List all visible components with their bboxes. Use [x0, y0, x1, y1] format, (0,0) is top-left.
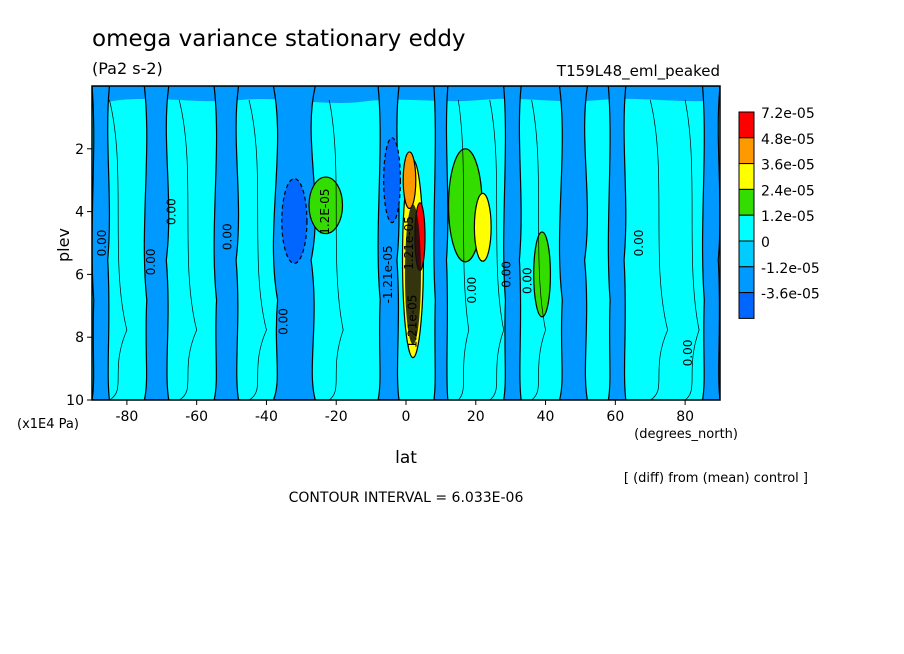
contour-line: [178, 99, 198, 400]
negative-band: [558, 86, 589, 400]
x-tick-label: -20: [325, 409, 348, 425]
x-tick-label: -60: [185, 409, 208, 425]
contour-label: 0.00: [221, 223, 235, 250]
positive-cell: [402, 151, 417, 210]
positive-cell: [533, 231, 552, 318]
x-axis-units: (degrees_north): [634, 427, 738, 442]
x-tick-label: 20: [467, 409, 485, 425]
color-legend: 7.2e-05 4.8e-05 3.6e-05 2.4e-05 1.2e-05 0 -1.2…: [738, 106, 820, 319]
x-tick-label: 40: [537, 409, 555, 425]
contour-label: 0.00: [276, 308, 290, 335]
contour-label: -1.21e-05: [381, 245, 395, 303]
contour-label: 0.00: [95, 230, 109, 257]
contour-interval: CONTOUR INTERVAL = 6.033E-06: [289, 490, 524, 506]
y-tick-label: 2: [75, 142, 84, 158]
legend-label: -1.2e-05: [761, 261, 820, 277]
negative-band: [143, 86, 170, 400]
equatorial-core: [404, 204, 421, 345]
legend-swatch: [738, 163, 755, 190]
legend-label: 0: [761, 235, 770, 251]
negative-band: [607, 86, 627, 400]
contour-line: [649, 99, 669, 400]
y-tick-label: 6: [75, 267, 84, 283]
negative-band: [433, 86, 449, 400]
contour-line: [457, 99, 470, 400]
contour-label: 1.2E-05: [318, 188, 332, 234]
contour-label: 0.00: [632, 230, 646, 257]
contour-line: [328, 99, 344, 400]
legend-label: 4.8e-05: [761, 132, 815, 148]
legend-label: 7.2e-05: [761, 106, 815, 122]
x-tick-label: 80: [676, 409, 694, 425]
contour-label: 1.21e-05: [405, 295, 419, 349]
negative-cell: [281, 178, 308, 265]
x-tick-label: 60: [606, 409, 624, 425]
plot-area: 0.00 0.00 0.00 0.00 0.00 1.2E-05 -1.21e-05 1.21…: [91, 85, 721, 401]
legend-swatch: [738, 292, 755, 319]
contour-line: [489, 99, 505, 400]
x-tick-label: -40: [255, 409, 278, 425]
y-axis: 2 4 6 8 10: [66, 142, 92, 409]
negative-cell: [383, 137, 402, 224]
negative-band: [377, 86, 400, 400]
contour-label: 0.00: [165, 198, 179, 225]
contour-line: [531, 99, 546, 400]
run-label: T159L48_eml_peaked: [556, 62, 720, 81]
legend-swatch: [738, 137, 755, 165]
negative-band: [701, 86, 720, 400]
y-tick-label: 10: [66, 393, 84, 409]
legend-swatch: [738, 111, 755, 139]
y-tick-label: 4: [75, 205, 84, 221]
contour-line: [684, 99, 700, 400]
legend-label: 1.2e-05: [761, 209, 815, 225]
diff-note: [ (diff) from (mean) control ]: [624, 471, 808, 486]
legend-label: 3.6e-05: [761, 158, 815, 174]
y-tick-label: 8: [75, 330, 84, 346]
negative-band: [503, 86, 522, 400]
negative-band: [213, 86, 240, 400]
x-tick-label: 0: [402, 409, 411, 425]
positive-cell: [308, 176, 344, 235]
legend-swatch: [738, 188, 755, 216]
contour-label: 0.00: [465, 277, 479, 304]
contour-label: 0.00: [144, 248, 158, 275]
y-axis-units: (x1E4 Pa): [17, 417, 79, 432]
contour-label: 1.21e-05: [402, 216, 416, 270]
contour-line: [109, 99, 128, 400]
contour-line: [248, 99, 267, 400]
contour-label: 0.00: [500, 261, 514, 288]
chart-units: (Pa2 s-2): [92, 59, 163, 78]
contour-label: 0.00: [521, 267, 535, 294]
x-tick-label: -80: [115, 409, 138, 425]
chart-title: omega variance stationary eddy: [92, 26, 466, 52]
contour-label: 0.00: [681, 340, 695, 367]
x-axis: -80 -60 -40 -20 0 20 40 60 80: [115, 400, 694, 425]
legend-swatch: [738, 266, 755, 294]
positive-cell: [473, 192, 492, 262]
legend-swatch: [738, 240, 755, 268]
y-axis-label: plev: [54, 228, 73, 262]
legend-swatch: [738, 214, 755, 242]
legend-label: -3.6e-05: [761, 287, 820, 303]
x-axis-label: lat: [395, 448, 417, 468]
legend-label: 2.4e-05: [761, 183, 815, 199]
